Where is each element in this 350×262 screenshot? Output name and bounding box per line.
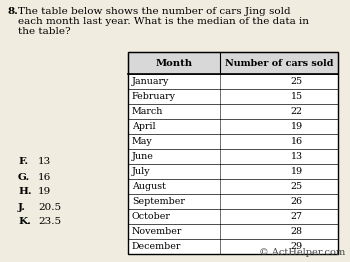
Text: 29: 29	[291, 242, 303, 251]
Bar	[128, 224, 338, 239]
Text: 19: 19	[38, 188, 51, 196]
Text: The table below shows the number of cars Jing sold: The table below shows the number of cars…	[18, 7, 290, 16]
Bar	[128, 194, 338, 209]
Bar	[128, 164, 338, 179]
Text: 15: 15	[291, 92, 303, 101]
Text: April: April	[132, 122, 156, 131]
Text: 20.5: 20.5	[38, 203, 61, 211]
Text: 28: 28	[291, 227, 303, 236]
Text: October: October	[132, 212, 171, 221]
Bar	[128, 52, 338, 254]
Text: February: February	[132, 92, 176, 101]
Text: July: July	[132, 167, 150, 176]
Text: Number of cars sold: Number of cars sold	[225, 58, 334, 68]
Text: September: September	[132, 197, 185, 206]
Text: November: November	[132, 227, 182, 236]
Text: 16: 16	[291, 137, 303, 146]
Bar	[128, 52, 338, 74]
Text: 19: 19	[291, 122, 303, 131]
Text: 22: 22	[291, 107, 303, 116]
Text: the table?: the table?	[18, 27, 71, 36]
Text: 13: 13	[38, 157, 51, 166]
Text: 16: 16	[38, 172, 51, 182]
Text: K.: K.	[18, 217, 31, 227]
Bar	[128, 74, 338, 89]
Bar	[128, 104, 338, 119]
Text: H.: H.	[18, 188, 32, 196]
Text: 25: 25	[291, 182, 303, 191]
Text: 25: 25	[291, 77, 303, 86]
Bar	[128, 239, 338, 254]
Text: 19: 19	[291, 167, 303, 176]
Text: May: May	[132, 137, 153, 146]
Bar	[128, 209, 338, 224]
Text: each month last year. What is the median of the data in: each month last year. What is the median…	[18, 17, 309, 26]
Text: G.: G.	[18, 172, 30, 182]
Text: January: January	[132, 77, 169, 86]
Bar	[128, 149, 338, 164]
Text: 27: 27	[291, 212, 303, 221]
Bar	[128, 89, 338, 104]
Text: 13: 13	[291, 152, 303, 161]
Bar	[128, 119, 338, 134]
Text: 8.: 8.	[8, 7, 19, 16]
Bar	[128, 179, 338, 194]
Text: F.: F.	[18, 157, 28, 166]
Text: June: June	[132, 152, 154, 161]
Bar	[128, 134, 338, 149]
Text: © ActHelper.com: © ActHelper.com	[259, 248, 345, 257]
Text: Month: Month	[156, 58, 193, 68]
Text: 23.5: 23.5	[38, 217, 61, 227]
Text: March: March	[132, 107, 163, 116]
Text: 26: 26	[291, 197, 303, 206]
Text: August: August	[132, 182, 166, 191]
Text: December: December	[132, 242, 181, 251]
Text: J.: J.	[18, 203, 26, 211]
